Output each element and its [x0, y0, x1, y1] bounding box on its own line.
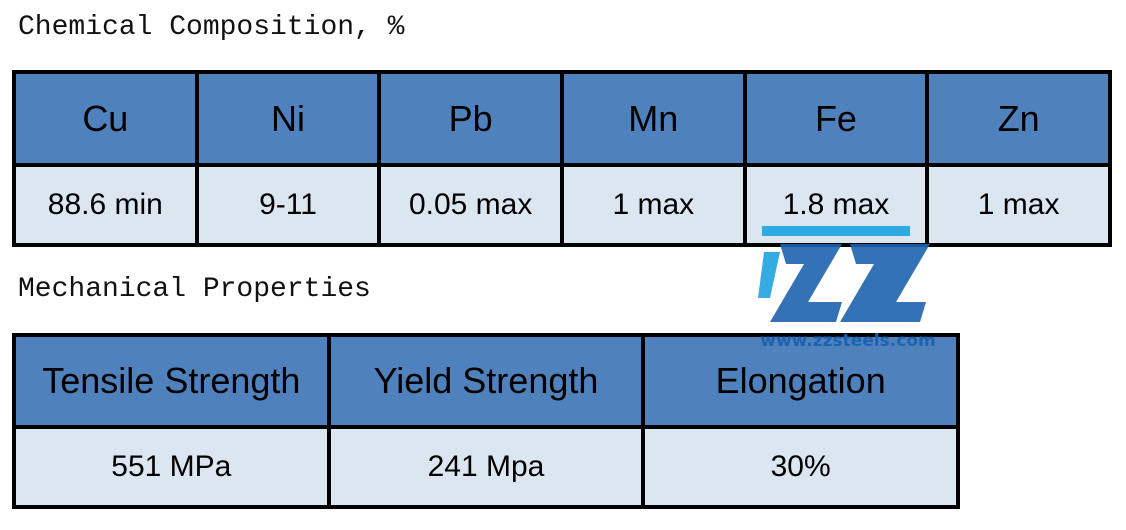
- section-title: Mechanical Properties: [18, 274, 371, 305]
- header-cell: Yield Strength: [326, 333, 646, 429]
- header-cell: Pb: [377, 70, 564, 167]
- data-row: 88.6 min 9-11 0.05 max 1 max 1.8 max 1 max: [12, 163, 1112, 247]
- data-cell: 0.05 max: [377, 163, 564, 247]
- data-cell: 88.6 min: [12, 163, 199, 247]
- header-row: Tensile Strength Yield Strength Elongation: [12, 333, 960, 429]
- header-row: Cu Ni Pb Mn Fe Zn: [12, 70, 1112, 167]
- header-cell: Cu: [12, 70, 199, 167]
- data-row: 551 MPa 241 Mpa 30%: [12, 425, 960, 509]
- watermark: www.zzsteels.com: [758, 226, 936, 351]
- header-cell: Elongation: [641, 333, 960, 429]
- header-cell: Ni: [194, 70, 382, 167]
- header-cell: Tensile Strength: [12, 333, 331, 429]
- composition-table: Cu Ni Pb Mn Fe Zn 88.6 min 9-11 0.05 max 1 max 1.8…: [12, 70, 1112, 247]
- mechanical-table: Tensile Strength Yield Strength Elongation…: [12, 333, 960, 509]
- data-cell: 1 max: [925, 163, 1112, 247]
- section-title: Chemical Composition, %: [18, 12, 405, 43]
- header-cell: Zn: [925, 70, 1112, 167]
- data-cell: 30%: [641, 425, 960, 509]
- data-cell: 241 Mpa: [326, 425, 646, 509]
- watermark-url: www.zzsteels.com: [760, 331, 935, 351]
- header-cell: Mn: [559, 70, 747, 167]
- data-cell: 1 max: [559, 163, 747, 247]
- header-cell: Fe: [742, 70, 930, 167]
- watermark-logo: [758, 226, 930, 322]
- data-cell: 9-11: [194, 163, 382, 247]
- data-cell: 551 MPa: [12, 425, 331, 509]
